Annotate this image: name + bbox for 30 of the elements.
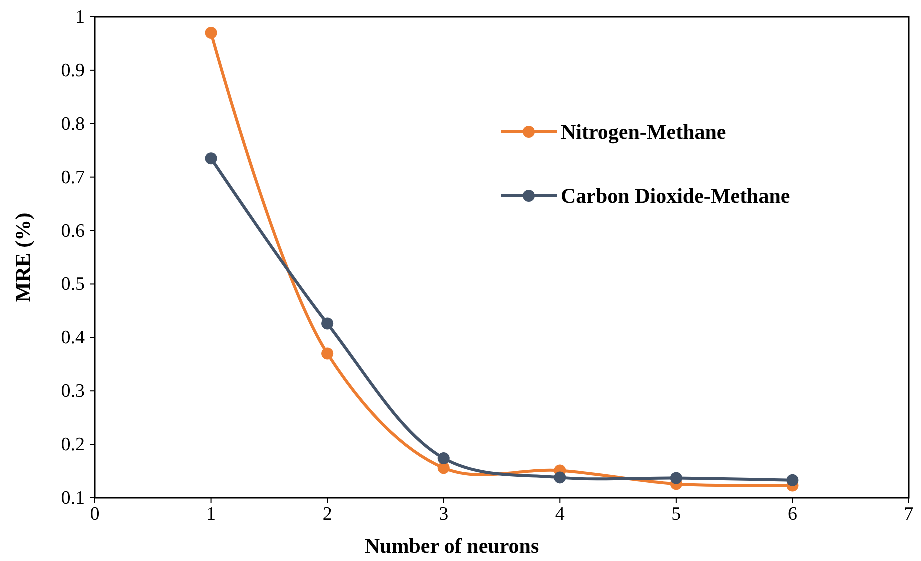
y-axis-title: MRE (%) <box>11 212 35 302</box>
x-tick-label: 6 <box>788 504 798 525</box>
point <box>322 318 334 330</box>
y-tick-label: 1 <box>76 7 85 28</box>
point <box>205 152 218 165</box>
legend-label: Carbon Dioxide-Methane <box>561 184 790 208</box>
y-tick-label: 0.6 <box>61 220 85 242</box>
point <box>786 474 799 486</box>
point <box>438 452 450 464</box>
x-tick-label: 4 <box>555 504 566 525</box>
point <box>554 472 566 484</box>
y-tick-label: 0.4 <box>61 328 86 349</box>
x-tick-label: 2 <box>322 504 332 525</box>
y-tick-label: 0.3 <box>61 381 85 402</box>
point <box>322 348 334 360</box>
x-tick-label: 3 <box>439 504 449 525</box>
x-axis-title: Number of neurons <box>364 534 540 558</box>
x-tick-label: 1 <box>206 504 216 525</box>
point <box>670 472 682 484</box>
legend-label: Nitrogen-Methane <box>561 120 726 144</box>
y-tick-label: 0.1 <box>61 488 85 509</box>
y-tick-label: 0.8 <box>61 114 85 135</box>
y-tick-label: 0.9 <box>61 60 85 82</box>
x-tick-label: 7 <box>904 504 914 525</box>
x-tick-label: 0 <box>90 504 100 525</box>
x-tick-label: 5 <box>672 504 682 525</box>
y-tick-label: 0.7 <box>61 167 85 188</box>
y-tick-label: 0.2 <box>61 434 85 456</box>
point <box>205 27 218 40</box>
y-tick-label: 0.5 <box>61 274 85 296</box>
